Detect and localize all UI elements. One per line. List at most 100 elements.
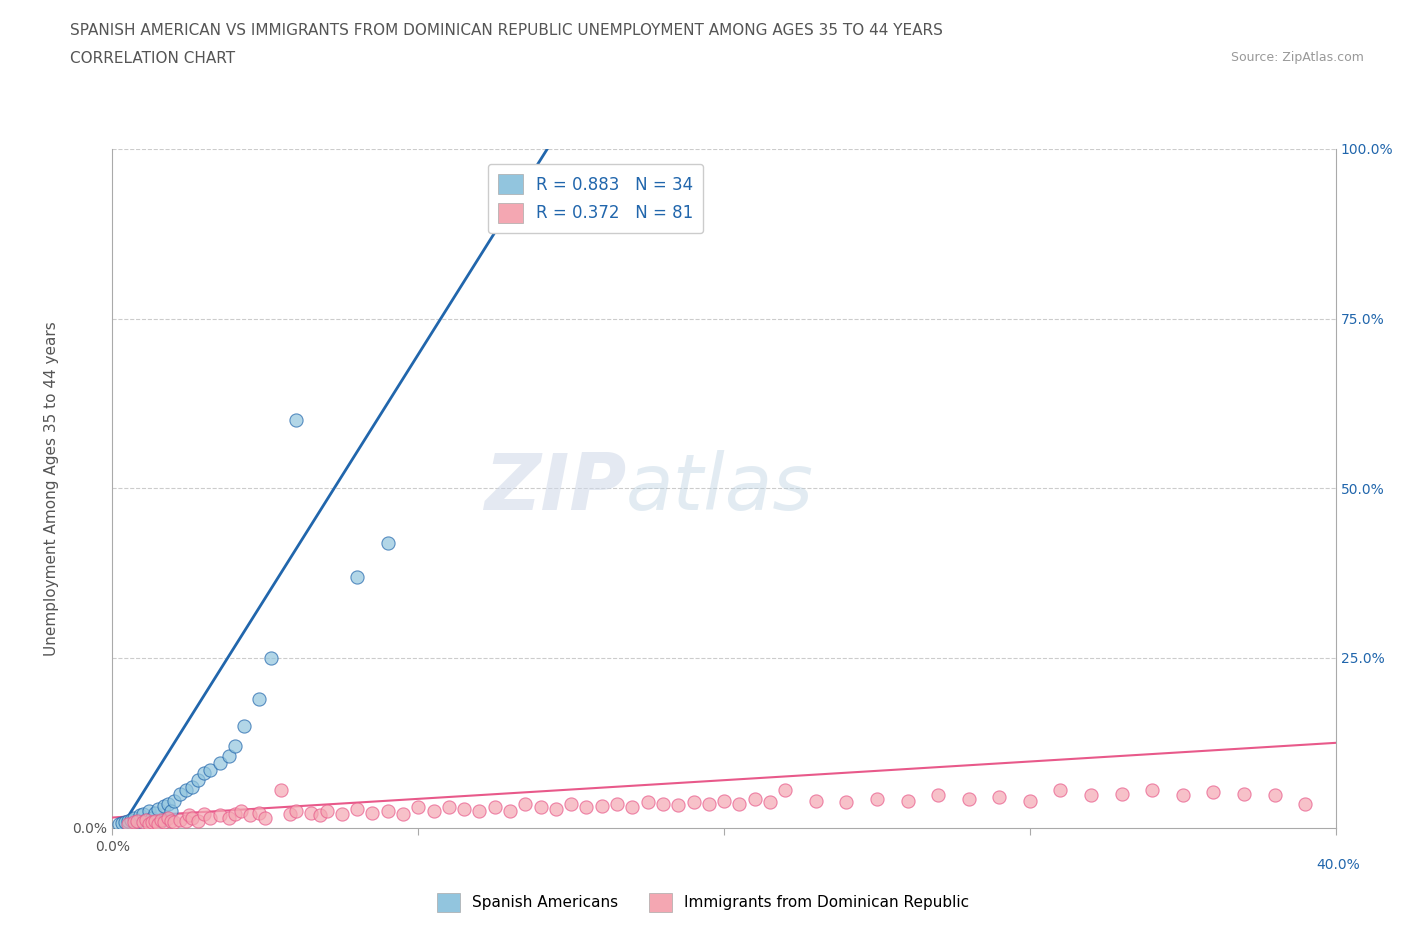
Point <box>117 814 139 829</box>
Point <box>284 804 308 818</box>
Point <box>346 802 368 817</box>
Point <box>125 814 148 829</box>
Point <box>468 804 491 818</box>
Point <box>927 788 949 803</box>
Point <box>377 535 399 550</box>
Point <box>129 808 152 823</box>
Point <box>835 794 858 809</box>
Point <box>437 800 460 815</box>
Point <box>652 796 675 811</box>
Point <box>218 749 240 764</box>
Point <box>284 413 308 428</box>
Legend: Spanish Americans, Immigrants from Dominican Republic: Spanish Americans, Immigrants from Domin… <box>430 887 976 918</box>
Text: CORRELATION CHART: CORRELATION CHART <box>70 51 235 66</box>
Point <box>208 808 231 823</box>
Point <box>200 763 222 777</box>
Point <box>153 815 176 830</box>
Point <box>957 791 980 806</box>
Point <box>361 805 384 820</box>
Point <box>666 798 689 813</box>
Point <box>148 802 170 817</box>
Point <box>132 806 155 821</box>
Point <box>408 800 430 815</box>
Point <box>163 815 186 830</box>
Point <box>1018 793 1040 808</box>
Point <box>132 815 155 830</box>
Point <box>1264 788 1286 803</box>
Point <box>299 805 322 820</box>
Point <box>254 810 277 825</box>
Point <box>515 796 537 811</box>
Point <box>122 815 145 830</box>
Point <box>637 794 659 809</box>
Point <box>544 802 567 817</box>
Point <box>159 804 181 818</box>
Point <box>499 804 522 818</box>
Point <box>988 790 1011 804</box>
Point <box>260 651 283 666</box>
Point <box>1202 785 1225 800</box>
Point <box>422 804 444 818</box>
Point <box>759 794 782 809</box>
Point <box>233 719 256 734</box>
Point <box>697 796 720 811</box>
Point <box>117 817 139 831</box>
Point <box>169 787 191 802</box>
Point <box>897 793 920 808</box>
Point <box>804 793 827 808</box>
Point <box>174 783 197 798</box>
Point <box>392 806 415 821</box>
Point <box>247 805 270 820</box>
Point <box>156 796 179 811</box>
Point <box>224 806 246 821</box>
Point <box>218 810 240 825</box>
Point <box>138 804 160 818</box>
Point <box>270 783 292 798</box>
Point <box>187 814 209 829</box>
Point <box>591 799 613 814</box>
Point <box>682 794 704 809</box>
Point <box>744 791 766 806</box>
Point <box>193 806 215 821</box>
Point <box>169 812 191 827</box>
Point <box>224 738 246 753</box>
Point <box>200 810 222 825</box>
Point <box>453 802 475 817</box>
Point <box>141 810 163 825</box>
Point <box>713 793 735 808</box>
Point <box>1171 788 1194 803</box>
Point <box>143 814 166 829</box>
Text: 40.0%: 40.0% <box>1316 858 1360 872</box>
Point <box>606 796 628 811</box>
Point <box>187 773 209 788</box>
Point <box>181 779 204 794</box>
Text: SPANISH AMERICAN VS IMMIGRANTS FROM DOMINICAN REPUBLIC UNEMPLOYMENT AMONG AGES 3: SPANISH AMERICAN VS IMMIGRANTS FROM DOMI… <box>70 23 943 38</box>
Point <box>239 808 262 823</box>
Point <box>153 799 176 814</box>
Point <box>163 793 186 808</box>
Point <box>229 804 252 818</box>
Text: ZIP: ZIP <box>484 450 626 526</box>
Point <box>181 810 204 825</box>
Point <box>484 800 506 815</box>
Point <box>1294 796 1316 811</box>
Point <box>1080 788 1102 803</box>
Point <box>150 814 173 829</box>
Point <box>143 805 166 820</box>
Point <box>560 796 582 811</box>
Point <box>135 812 157 827</box>
Point <box>156 810 179 825</box>
Point <box>174 814 197 829</box>
Point <box>141 815 163 830</box>
Point <box>1111 787 1133 802</box>
Point <box>1049 783 1071 798</box>
Point <box>330 806 353 821</box>
Legend: R = 0.883   N = 34, R = 0.372   N = 81: R = 0.883 N = 34, R = 0.372 N = 81 <box>488 164 703 232</box>
Point <box>148 817 170 831</box>
Point <box>177 808 200 823</box>
Text: atlas: atlas <box>626 450 814 526</box>
Point <box>150 812 173 827</box>
Point <box>111 816 134 830</box>
Point <box>193 766 215 781</box>
Point <box>377 804 399 818</box>
